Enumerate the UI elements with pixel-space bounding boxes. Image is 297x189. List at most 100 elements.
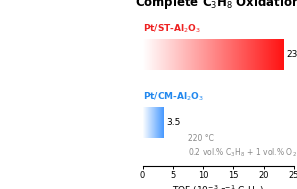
Bar xyxy=(153,107,154,138)
Bar xyxy=(188,39,189,70)
Bar xyxy=(249,39,250,70)
Bar xyxy=(246,39,247,70)
Bar xyxy=(145,107,146,138)
Bar xyxy=(168,39,169,70)
Bar xyxy=(144,107,145,138)
Bar xyxy=(143,39,144,70)
Bar xyxy=(211,39,212,70)
Bar xyxy=(143,107,144,138)
Bar xyxy=(200,39,201,70)
Bar xyxy=(273,39,274,70)
Bar xyxy=(163,107,164,138)
Bar xyxy=(239,39,240,70)
Bar xyxy=(177,39,178,70)
Bar xyxy=(235,39,236,70)
Bar xyxy=(159,107,160,138)
Bar xyxy=(161,107,162,138)
Bar xyxy=(157,107,158,138)
Bar xyxy=(256,39,257,70)
Bar xyxy=(169,39,170,70)
Bar xyxy=(144,107,145,138)
Bar xyxy=(152,107,153,138)
Bar xyxy=(213,39,214,70)
Bar xyxy=(232,39,233,70)
Bar xyxy=(258,39,259,70)
Bar xyxy=(153,39,154,70)
Bar xyxy=(193,39,194,70)
Bar xyxy=(248,39,249,70)
Bar xyxy=(163,107,164,138)
Bar xyxy=(199,39,200,70)
Bar xyxy=(242,39,243,70)
Text: Pt/CM-Al$_2$O$_3$: Pt/CM-Al$_2$O$_3$ xyxy=(143,90,205,103)
Bar xyxy=(148,107,149,138)
Bar xyxy=(196,39,197,70)
Bar xyxy=(148,107,149,138)
Bar xyxy=(172,39,173,70)
Bar xyxy=(247,39,248,70)
Bar xyxy=(146,107,147,138)
Bar xyxy=(169,39,170,70)
Bar xyxy=(148,107,149,138)
Bar xyxy=(230,39,231,70)
Bar xyxy=(197,39,198,70)
Bar xyxy=(226,39,227,70)
Bar xyxy=(154,107,155,138)
Bar xyxy=(266,39,267,70)
Bar xyxy=(145,107,146,138)
Bar xyxy=(223,39,224,70)
Bar xyxy=(210,39,211,70)
Bar xyxy=(157,39,158,70)
Bar xyxy=(279,39,280,70)
Bar xyxy=(145,107,146,138)
Bar xyxy=(207,39,208,70)
Bar xyxy=(158,107,159,138)
Bar xyxy=(160,107,161,138)
Bar xyxy=(158,107,159,138)
Bar xyxy=(151,39,152,70)
Bar xyxy=(231,39,232,70)
Bar xyxy=(262,39,263,70)
Bar xyxy=(266,39,267,70)
Bar xyxy=(264,39,265,70)
Bar xyxy=(160,107,161,138)
Bar xyxy=(233,39,234,70)
Bar xyxy=(158,39,159,70)
Bar xyxy=(159,107,160,138)
Bar xyxy=(253,39,254,70)
Bar xyxy=(156,39,157,70)
Bar xyxy=(208,39,209,70)
Text: 3.5: 3.5 xyxy=(166,119,181,127)
Bar xyxy=(218,39,219,70)
Bar xyxy=(231,39,232,70)
Bar xyxy=(154,39,155,70)
Bar xyxy=(168,39,169,70)
Bar xyxy=(230,39,231,70)
Bar xyxy=(245,39,246,70)
Bar xyxy=(250,39,251,70)
Bar xyxy=(151,107,152,138)
Bar xyxy=(152,107,153,138)
Bar xyxy=(171,39,172,70)
Bar xyxy=(251,39,252,70)
Bar xyxy=(276,39,277,70)
Bar xyxy=(204,39,205,70)
Bar xyxy=(156,39,157,70)
Bar xyxy=(158,107,159,138)
Bar xyxy=(280,39,281,70)
Bar xyxy=(176,39,177,70)
Bar xyxy=(163,107,164,138)
Bar xyxy=(145,39,146,70)
Bar xyxy=(158,107,159,138)
Bar xyxy=(153,107,154,138)
Bar xyxy=(234,39,235,70)
Bar xyxy=(217,39,218,70)
Bar xyxy=(150,107,151,138)
Bar xyxy=(196,39,197,70)
Bar xyxy=(238,39,239,70)
Bar xyxy=(267,39,268,70)
Bar xyxy=(257,39,258,70)
Bar xyxy=(155,39,156,70)
Bar xyxy=(179,39,180,70)
Bar xyxy=(268,39,269,70)
